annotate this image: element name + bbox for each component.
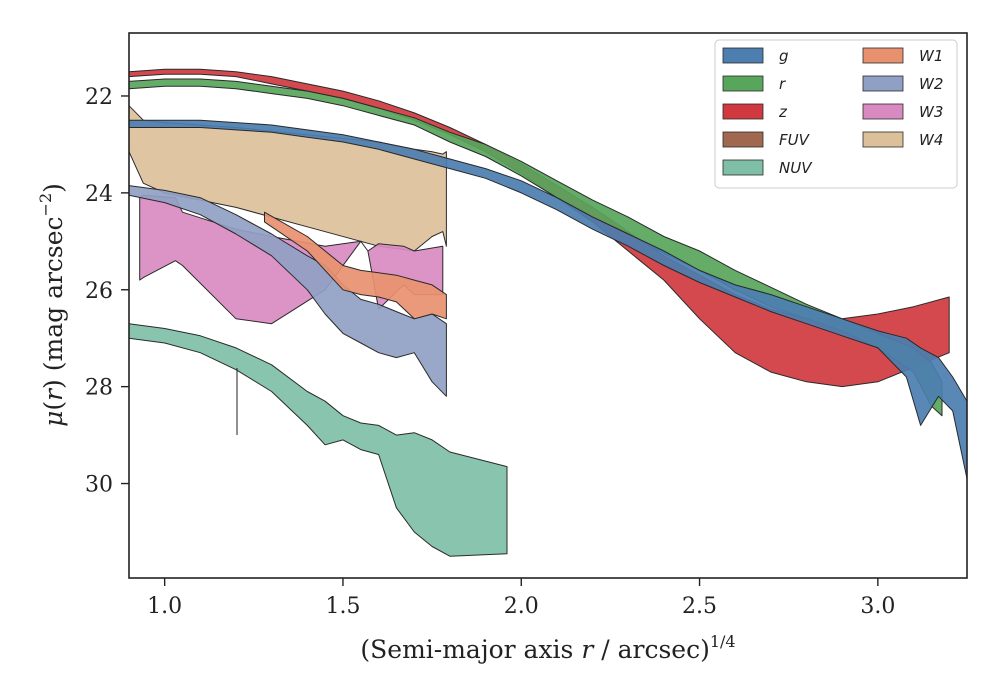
y-axis: 22 24 26 28 30 (85, 85, 129, 498)
legend-swatch-g (722, 47, 764, 64)
band-r (128, 78, 943, 417)
band-w2 (128, 185, 447, 397)
y-axis-title: μ(r) (mag arcsec−2) (36, 183, 68, 427)
y-tick-label: 30 (85, 473, 113, 498)
band-nuv (128, 323, 508, 557)
legend-label-g: g (779, 47, 789, 65)
legend-label-w4: W4 (919, 131, 943, 149)
x-axis-title-unit: / arcsec) (593, 635, 710, 664)
legend-swatch-z (722, 103, 764, 120)
x-axis-title: (Semi-major axis r / arcsec)1/4 (360, 632, 735, 664)
legend-label-w2: W2 (919, 75, 943, 93)
legend-label-w1: W1 (919, 47, 943, 65)
y-axis-title-exponent: −2 (36, 193, 55, 217)
y-tick-label: 22 (85, 85, 113, 110)
x-tick-label: 3.0 (860, 594, 895, 619)
legend-swatch-r (722, 75, 764, 92)
legend-label-fuv: FUV (779, 131, 811, 149)
legend-swatch-nuv (722, 159, 764, 176)
y-tick-label: 26 (85, 279, 113, 304)
y-axis-title-unit: ) (mag arcsec (39, 216, 68, 389)
legend-swatch-fuv (722, 131, 764, 148)
x-tick-label: 2.0 (504, 594, 539, 619)
y-tick-label: 28 (85, 376, 113, 401)
legend-swatch-w1 (862, 47, 904, 64)
y-axis-title-r: r (39, 387, 68, 401)
x-axis-title-text: (Semi-major axis (360, 635, 581, 664)
legend: grz FUV NUV W1 W2 W3 W4 (714, 39, 958, 189)
x-tick-label: 1.0 (147, 594, 182, 619)
legend-swatch-w2 (862, 75, 904, 92)
y-axis-title-paren-open: ( (39, 401, 68, 411)
legend-label-z: z (778, 103, 788, 121)
legend-swatch-w3 (862, 103, 904, 120)
legend-items: grz FUV NUV W1 W2 W3 W4 (722, 47, 943, 177)
x-axis: 1.0 1.5 2.0 2.5 3.0 (147, 578, 895, 619)
y-axis-title-mu: μ (39, 411, 68, 427)
x-axis-title-r: r (581, 635, 595, 664)
plot-frame (128, 32, 968, 579)
legend-label-r: r (779, 75, 786, 93)
band-layer (128, 68, 968, 557)
legend-label-nuv: NUV (779, 159, 813, 177)
legend-label-w3: W3 (919, 103, 943, 121)
y-axis-title-close: ) (39, 183, 68, 193)
x-tick-label: 2.5 (682, 594, 717, 619)
legend-swatch-w4 (862, 131, 904, 148)
x-tick-label: 1.5 (325, 594, 360, 619)
band-w1 (264, 211, 447, 320)
x-axis-title-exponent: 1/4 (710, 632, 736, 651)
y-tick-label: 24 (85, 182, 113, 207)
